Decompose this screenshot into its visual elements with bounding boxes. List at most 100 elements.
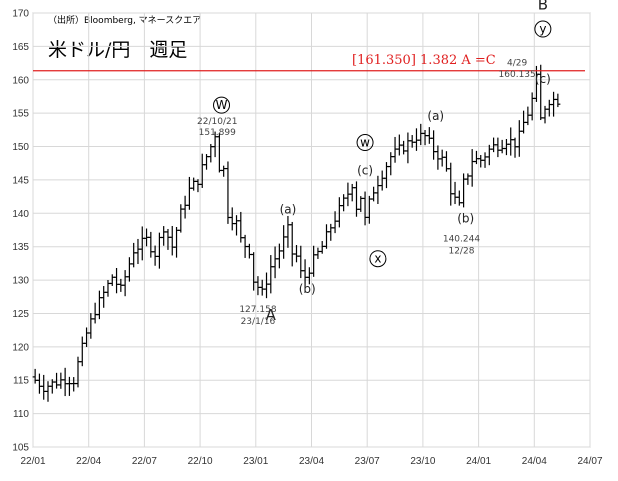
x-tick-label: 23/10	[410, 456, 435, 467]
ohlc-bar	[66, 376, 72, 396]
annotation-c2-date: 4/29	[507, 59, 527, 69]
annotation-b2-date: 12/28	[448, 246, 474, 256]
ohlc-bar	[122, 270, 128, 297]
ohlc-bar	[178, 204, 184, 233]
x-tick-label: 24/07	[577, 456, 602, 467]
ohlc-bar	[234, 215, 240, 236]
y-tick-label: 145	[12, 175, 29, 186]
target-line: [161.350] 1.382 A =C	[33, 53, 585, 72]
ohlc-bar	[495, 137, 501, 158]
y-tick-label: 125	[12, 309, 29, 320]
ohlc-bar	[465, 173, 471, 185]
annotation-b1: (b)	[299, 282, 316, 296]
y-tick-label: 155	[12, 109, 29, 120]
ohlc-bar	[358, 196, 364, 212]
ohlc-bar	[482, 152, 488, 168]
annotation-b2: (b)	[457, 212, 474, 226]
axes: 105 110 115 120 125 130 135 140 145 150 155 160 165 1…	[12, 9, 603, 468]
ohlc-bar	[323, 224, 329, 249]
x-tick-label: 22/04	[76, 456, 101, 467]
y-tick-label: 120	[12, 342, 29, 353]
ohlc-bar	[435, 145, 441, 170]
ohlc-bar	[114, 267, 120, 294]
ohlc-bar	[152, 245, 158, 266]
ohlc-bar	[229, 207, 235, 231]
ohlc-bar	[96, 290, 102, 320]
x-tick-label: 22/07	[132, 456, 157, 467]
ohlc-bar	[405, 132, 411, 164]
ohlc-bar	[379, 170, 385, 191]
source-text: （出所）Bloomberg, マネースクエア	[48, 14, 201, 26]
ohlc-bar	[75, 356, 81, 388]
y-tick-label: 160	[12, 75, 29, 86]
ohlc-bar	[332, 211, 338, 234]
y-tick-label: 115	[13, 376, 29, 387]
ohlc-bar	[521, 110, 527, 134]
ohlc-bar	[516, 120, 522, 157]
ohlc-bar	[409, 135, 415, 148]
ohlc-bar	[431, 130, 437, 160]
ohlc-bar	[289, 221, 295, 267]
wave-label-w-high: W	[216, 98, 228, 112]
ohlc-bar	[353, 181, 359, 217]
ohlc-bar	[546, 99, 552, 117]
annotation-a-date: 23/1/16	[241, 317, 276, 327]
annotation-a-val: 127.158	[239, 305, 276, 315]
ohlc-bar	[204, 154, 210, 170]
x-tick-label: 23/01	[243, 456, 268, 467]
ohlc-bar	[174, 226, 180, 258]
ohlc-bar	[503, 138, 509, 156]
grid	[32, 12, 591, 448]
ohlc-bar	[71, 377, 77, 392]
ohlc-bar	[336, 197, 342, 228]
ohlc-bar	[486, 144, 492, 166]
price-bars	[32, 64, 561, 402]
annotation-c1: (c)	[357, 164, 373, 178]
y-tick-label: 105	[12, 443, 29, 454]
annotation-a1: (a)	[280, 202, 297, 216]
ohlc-bar	[49, 379, 55, 394]
ohlc-bar	[388, 152, 394, 176]
ohlc-bar	[169, 225, 175, 256]
x-tick-label: 22/01	[20, 456, 45, 467]
ohlc-bar	[426, 127, 432, 144]
ohlc-bar	[315, 247, 321, 259]
ohlc-bar	[345, 182, 351, 207]
ohlc-bar	[525, 106, 531, 126]
ohlc-bar	[225, 161, 231, 224]
annotation-b2-val: 140.244	[443, 234, 480, 244]
ohlc-bar	[512, 137, 518, 158]
ohlc-bar	[281, 225, 287, 259]
x-tick-label: 24/04	[522, 456, 547, 467]
ohlc-bar	[396, 134, 402, 156]
ohlc-bar	[105, 279, 111, 297]
annotation-w-date: 22/10/21	[197, 117, 237, 127]
ohlc-bar	[491, 137, 497, 153]
ohlc-bar	[101, 286, 107, 308]
ohlc-bar	[349, 183, 355, 202]
ohlc-bar	[126, 257, 132, 282]
ohlc-bar	[246, 243, 252, 259]
ohlc-bar	[448, 162, 454, 206]
y-tick-label: 150	[12, 142, 29, 153]
ohlc-bar	[268, 255, 274, 294]
annotation-w-val: 151.899	[199, 128, 236, 138]
annotation-a-label: A	[266, 306, 277, 324]
annotation-a2: (a)	[427, 109, 444, 123]
y-tick-label: 140	[12, 209, 29, 220]
ohlc-bar	[341, 194, 347, 212]
wave-circle	[356, 134, 374, 152]
ohlc-bar	[156, 232, 162, 269]
ohlc-bar	[276, 243, 282, 269]
ohlc-bar	[452, 181, 458, 205]
y-tick-label: 165	[12, 42, 29, 53]
ohlc-bar	[186, 176, 192, 210]
ohlc-bar	[392, 136, 398, 163]
ohlc-bar	[443, 151, 449, 172]
ohlc-bar	[45, 381, 51, 402]
y-tick-label: 130	[12, 276, 29, 287]
ohlc-bar	[62, 367, 68, 397]
ohlc-bar	[439, 149, 445, 167]
